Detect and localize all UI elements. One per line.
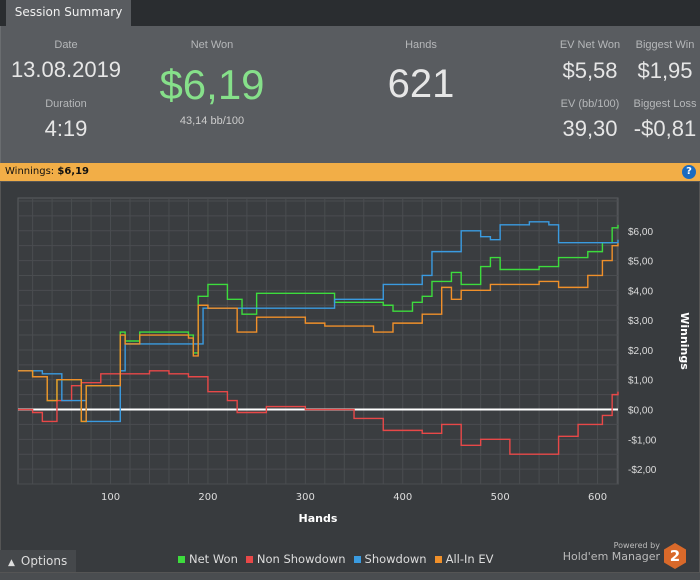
x-tick-label: 100 bbox=[101, 492, 120, 503]
x-tick-label: 300 bbox=[296, 492, 315, 503]
bb100-value: 43,14 bb/100 bbox=[179, 115, 245, 127]
session-summary-panel: Date 13.08.2019 Duration 4:19 Net Won $6… bbox=[0, 26, 700, 163]
biggest-loss-label: Biggest Loss bbox=[633, 98, 697, 110]
winnings-label: Winnings: bbox=[5, 166, 55, 177]
x-tick-label: 600 bbox=[588, 492, 607, 503]
y-tick-label: $1,00 bbox=[628, 376, 653, 387]
ev-net-won-label: EV Net Won bbox=[559, 39, 621, 51]
date-label: Date bbox=[54, 39, 78, 51]
bottom-bar bbox=[0, 573, 700, 580]
duration-label: Duration bbox=[45, 98, 87, 110]
series-showdown bbox=[18, 221, 619, 423]
y-tick-label: -$2,00 bbox=[628, 465, 657, 476]
branding: Powered by Hold'em Manager bbox=[563, 541, 660, 563]
legend-all-in-ev[interactable]: All-In EV bbox=[434, 552, 493, 566]
ev-net-won-value: $5,58 bbox=[562, 58, 618, 83]
chart-legend: Net Won Non Showdown Showdown All-In EV bbox=[178, 552, 493, 566]
y-tick-label: $0,00 bbox=[628, 406, 653, 417]
y-axis-label: Winnings bbox=[678, 312, 691, 370]
winnings-value: $6,19 bbox=[57, 166, 89, 177]
winnings-bar: Winnings: $6,19 ? bbox=[0, 163, 700, 181]
chevron-up-icon: ▲ bbox=[8, 558, 15, 568]
y-tick-label: $3,00 bbox=[628, 316, 653, 327]
options-label: Options bbox=[20, 554, 68, 568]
net-won-value: $6,19 bbox=[159, 61, 265, 108]
chart-panel: 100 200 300 400 500 600 $6,00 $5,00 $4,00 $3,00 $2… bbox=[0, 181, 700, 573]
x-tick-label: 500 bbox=[491, 492, 510, 503]
hands-value: 621 bbox=[387, 62, 455, 106]
winnings-chart: 100 200 300 400 500 600 $6,00 $5,00 $4,00 $3,00 $2… bbox=[17, 197, 691, 525]
options-button[interactable]: ▲ Options bbox=[0, 550, 76, 572]
legend-non-showdown[interactable]: Non Showdown bbox=[245, 552, 346, 566]
y-tick-label: $5,00 bbox=[628, 257, 653, 268]
help-icon[interactable]: ? bbox=[682, 165, 696, 179]
powered-by: Powered by bbox=[613, 541, 660, 550]
hem2-logo-icon: 2 bbox=[664, 543, 686, 569]
x-tick-label: 400 bbox=[393, 492, 412, 503]
y-tick-label: $6,00 bbox=[628, 227, 653, 238]
tab-session-summary[interactable]: Session Summary bbox=[6, 0, 131, 26]
y-tick-label: $4,00 bbox=[628, 286, 653, 297]
y-tick-label: -$1,00 bbox=[628, 435, 657, 446]
x-axis-label: Hands bbox=[299, 512, 338, 525]
net-won-label: Net Won bbox=[190, 39, 234, 51]
biggest-win-value: $1,95 bbox=[637, 58, 693, 83]
legend-net-won[interactable]: Net Won bbox=[178, 552, 238, 566]
date-value: 13.08.2019 bbox=[10, 57, 122, 82]
ev-bb100-label: EV (bb/100) bbox=[560, 98, 620, 110]
duration-value: 4:19 bbox=[44, 116, 88, 141]
y-tick-label: $2,00 bbox=[628, 346, 653, 357]
biggest-win-label: Biggest Win bbox=[635, 39, 695, 51]
x-tick-label: 200 bbox=[198, 492, 217, 503]
legend-showdown[interactable]: Showdown bbox=[353, 552, 427, 566]
series-all-in-ev bbox=[18, 243, 619, 423]
brand-name: Hold'em Manager bbox=[562, 550, 660, 563]
plot-area bbox=[17, 197, 619, 485]
biggest-loss-value: -$0,81 bbox=[633, 116, 697, 141]
hands-label: Hands bbox=[405, 39, 437, 51]
ev-bb100-value: 39,30 bbox=[562, 116, 618, 141]
